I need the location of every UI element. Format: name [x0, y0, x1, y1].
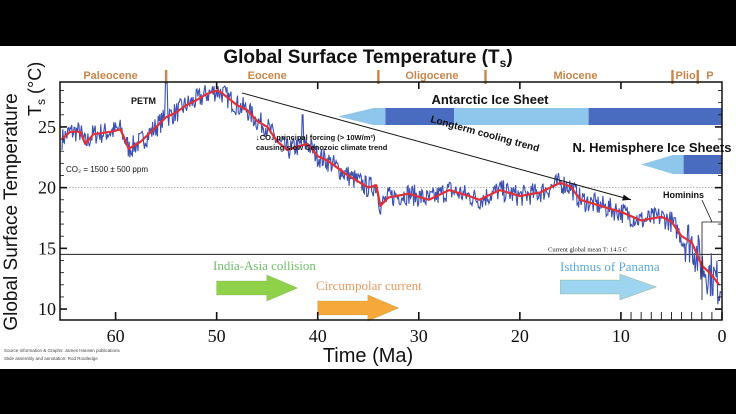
y-tick-label: 10 — [38, 299, 56, 319]
y-axis-unit-end: (°C) — [25, 62, 45, 99]
y-tick-label: 15 — [38, 238, 56, 258]
y-tick-label: 20 — [38, 178, 56, 198]
credit-source: Source Information & Graphs: James Hanse… — [4, 348, 121, 353]
epoch-boundary-marker — [164, 70, 168, 84]
epoch-label: Eocene — [248, 70, 287, 82]
chart-title: Global Surface Temperature (Ts) — [223, 47, 512, 70]
event-arrow — [216, 274, 299, 302]
y-axis-unit-sub: s — [34, 99, 48, 105]
ice-sheet-taper — [641, 155, 684, 174]
ice-sheet-segment — [385, 108, 455, 125]
x-tick-label: 40 — [309, 326, 327, 346]
x-tick-label: 0 — [718, 326, 727, 346]
x-tick-label: 60 — [107, 326, 125, 346]
trend-arrowhead — [622, 194, 632, 201]
y-tick-label: 25 — [38, 117, 56, 137]
y-axis-label: Global Surface Temperature — [1, 93, 22, 330]
chart-title-main: Global Surface Temperature (T — [223, 47, 500, 68]
epoch-label: P — [706, 70, 713, 82]
ice-sheet-label: Antarctic Ice Sheet — [431, 92, 549, 107]
hominins-pointer — [701, 199, 713, 223]
chart-title-subscript: s — [500, 56, 507, 70]
hominins-label: Hominins — [663, 190, 704, 200]
forcing-label: ↓CO₂ principal forcing (> 10W/m²) — [256, 133, 376, 142]
smoothed-temperature-line — [61, 89, 720, 286]
epoch-label: Oligocene — [405, 70, 458, 82]
x-tick-label: 30 — [410, 326, 428, 346]
co2-label: CO₂ = 1500 ± 500 ppm — [66, 165, 148, 174]
event-label: India-Asia collision — [213, 258, 316, 273]
epoch-label: Paleocene — [83, 70, 137, 82]
epoch-boundary-marker — [377, 70, 380, 84]
ice-sheet-segment — [588, 108, 722, 125]
x-tick-label: 20 — [511, 326, 529, 346]
epoch-boundary-marker — [671, 70, 674, 84]
event-label: Isthmus of Panama — [560, 259, 660, 274]
ice-sheet-label: N. Hemisphere Ice Sheets — [573, 140, 732, 155]
credit-assembly: Slide assembly and annotation: Rod Routl… — [4, 356, 98, 361]
x-tick-label: 50 — [208, 326, 226, 346]
forcing-label: causing slow Cenozoic climate trend — [256, 143, 388, 152]
y-axis-unit-label: Ts (°C) — [25, 62, 48, 116]
event-arrow — [317, 294, 400, 322]
x-tick-label: 10 — [612, 326, 630, 346]
chart-title-end: ) — [506, 47, 512, 68]
epoch-label: Miocene — [553, 70, 597, 82]
petm-label: PETM — [131, 96, 156, 106]
trend-line — [241, 92, 632, 201]
ice-sheet-taper — [337, 108, 386, 125]
ice-sheet-segment — [683, 155, 722, 174]
y-axis-unit-T: T — [25, 105, 45, 116]
plot-frame — [59, 81, 723, 321]
epoch-boundary-marker — [696, 70, 699, 84]
epoch-label: Plio — [676, 70, 696, 82]
epoch-boundary-marker — [484, 70, 487, 84]
ice-sheet-segment — [454, 108, 589, 125]
reference-line-label: Current global mean T: 14.5 C — [548, 246, 627, 253]
event-arrow — [559, 273, 658, 301]
x-axis-label: Time (Ma) — [323, 345, 413, 367]
event-label: Circumpolar current — [316, 278, 422, 293]
